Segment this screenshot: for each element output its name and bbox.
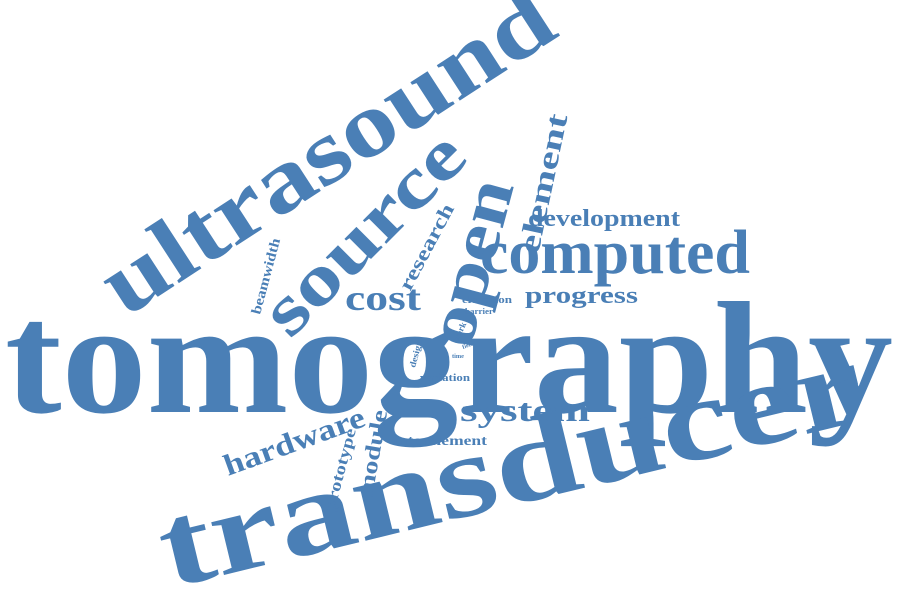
word: progress <box>525 283 638 309</box>
word: system <box>460 392 590 428</box>
word: field <box>462 341 476 351</box>
word: tomography <box>5 269 893 448</box>
word: computed <box>480 219 750 287</box>
word: time <box>452 354 464 360</box>
word: elevation <box>462 294 512 306</box>
word: development <box>528 206 680 232</box>
word: barrier <box>465 307 494 316</box>
word: cost <box>345 278 421 318</box>
word: interelement <box>393 434 487 449</box>
word: variation <box>420 372 470 384</box>
